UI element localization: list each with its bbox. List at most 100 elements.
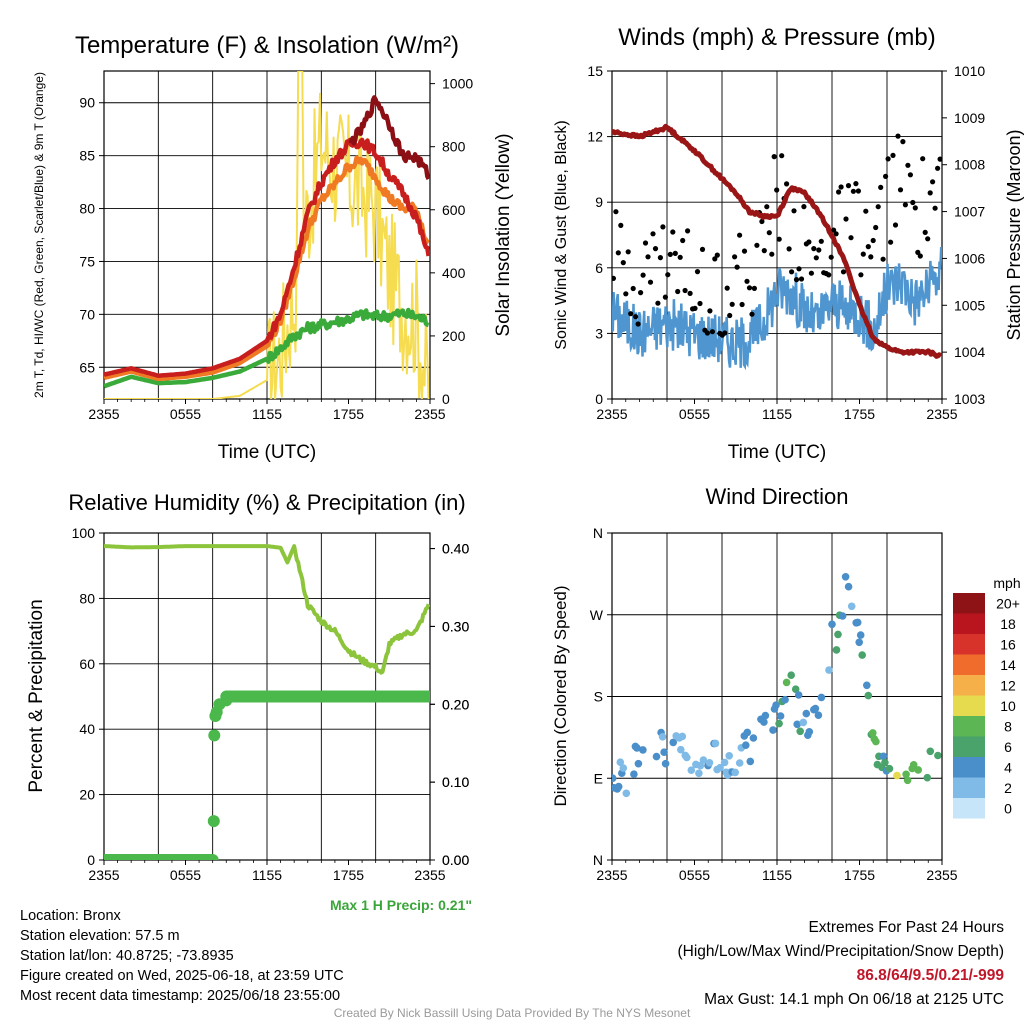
gust-point: [620, 260, 626, 266]
precip-point: [208, 729, 221, 742]
x-tick-label: 2355: [596, 867, 627, 883]
gust-point: [808, 270, 815, 276]
y2-tick-label: 1004: [954, 344, 985, 360]
y-tick-label: 90: [79, 95, 95, 111]
direction-point: [903, 776, 912, 785]
chart-title: Relative Humidity (%) & Precipitation (i…: [68, 490, 465, 515]
max-precip-annotation: Max 1 H Precip: 0.21": [329, 897, 472, 913]
legend-swatch: [953, 736, 985, 757]
chart-title: Winds (mph) & Pressure (mb): [618, 24, 935, 51]
y-tick-label: 100: [72, 525, 96, 541]
x-tick-label: 2355: [414, 406, 445, 422]
y-axis-label: Percent & Precipitation: [26, 599, 47, 792]
direction-point: [711, 739, 720, 748]
y2-axis-label: Solar Insolation (Yellow): [493, 133, 514, 336]
legend-swatch: [953, 613, 985, 634]
gust-point: [863, 208, 869, 214]
gust-point: [615, 250, 621, 256]
y2-tick-label: 1006: [954, 250, 985, 266]
gust-point: [816, 247, 822, 253]
y2-tick-label: 0.40: [442, 541, 469, 557]
precip-points: [104, 690, 430, 860]
gust-point: [900, 139, 906, 145]
gust-point: [675, 288, 681, 295]
gust-point: [727, 312, 733, 319]
gust-point: [905, 162, 911, 168]
direction-point: [805, 728, 814, 736]
y-tick-label: E: [594, 770, 603, 786]
legend-label: 12: [1000, 677, 1016, 693]
y-tick-label: 80: [79, 201, 95, 217]
temperature-panel: 2355 0555 1155 1755 2355 65 70 75 80 85 90 0 200 400 6…: [32, 32, 514, 463]
gust-point: [640, 272, 646, 278]
gust-point: [875, 204, 881, 210]
legend-label: 16: [1000, 636, 1016, 652]
direction-point: [863, 681, 871, 690]
y-tick-label: 0: [595, 391, 603, 407]
created-text: Figure created on Wed, 2025-06-18, at 23…: [20, 968, 344, 984]
gust-point: [732, 254, 738, 260]
gust-point: [652, 246, 659, 252]
y-tick-label: W: [590, 607, 604, 623]
direction-point: [825, 666, 833, 674]
gust-point: [699, 246, 706, 252]
direction-point: [735, 759, 744, 767]
gust-point: [858, 272, 864, 278]
gust-point: [826, 272, 832, 278]
gust-point: [630, 285, 636, 292]
elevation-text: Station elevation: 57.5 m: [20, 928, 180, 944]
legend-label: 8: [1004, 718, 1012, 734]
series-pressure-line: [612, 123, 942, 359]
legend-swatch: [953, 634, 985, 655]
series-lines: [104, 71, 430, 399]
gust-point: [853, 181, 859, 187]
series-rh-line: [104, 544, 430, 675]
direction-point: [796, 727, 804, 736]
gust-point: [836, 189, 842, 195]
gust-point: [870, 237, 876, 244]
humidity-precip-panel: 2355 0555 1155 1755 23550204060801000.000.10…: [26, 490, 469, 883]
y-tick-label: S: [594, 689, 603, 705]
legend-label: 20+: [996, 595, 1020, 611]
gust-point: [920, 156, 926, 162]
direction-point: [630, 770, 638, 778]
axes: 2355 0555 1155 1755 235503691215100310041005…: [587, 63, 985, 422]
gust-point: [635, 321, 641, 327]
legend-swatch: [953, 798, 985, 819]
direction-point: [775, 719, 783, 728]
direction-point: [869, 729, 877, 737]
gust-point: [890, 152, 896, 158]
x-tick-label: 2355: [414, 867, 445, 883]
gust-point: [932, 205, 938, 211]
y-tick-label: 15: [587, 63, 603, 79]
chart-title: Wind Direction: [705, 484, 848, 509]
gust-point: [779, 153, 785, 159]
direction-point: [678, 732, 687, 741]
gust-point: [667, 251, 673, 257]
direction-point: [893, 771, 901, 780]
direction-point: [864, 691, 873, 700]
gust-point: [672, 250, 678, 256]
gust-point: [670, 229, 676, 235]
y-axis-label: 2m T, Td, HI/WC (Red, Green, Scarlet/Blu…: [32, 72, 46, 398]
gust-point: [660, 224, 666, 230]
direction-point: [677, 745, 685, 754]
direction-point: [902, 770, 910, 779]
direction-point: [772, 701, 780, 709]
gust-point: [789, 269, 795, 275]
y-axis-label: Sonic Wind & Gust (Blue, Black): [553, 120, 570, 349]
y2-tick-label: 200: [442, 328, 466, 344]
gust-point: [709, 329, 716, 335]
series-9m-t-line: [104, 155, 430, 382]
direction-point: [769, 726, 777, 734]
x-tick-label: 1155: [762, 867, 792, 883]
axes: 2355 0555 1155 1755 2355 65 70 75 80 85 90 0 200 400 6…: [79, 70, 473, 422]
gust-point: [642, 240, 649, 246]
direction-point: [633, 744, 641, 752]
direction-point: [802, 709, 811, 718]
x-tick-label: 1755: [844, 867, 875, 883]
gust-point: [907, 172, 914, 178]
